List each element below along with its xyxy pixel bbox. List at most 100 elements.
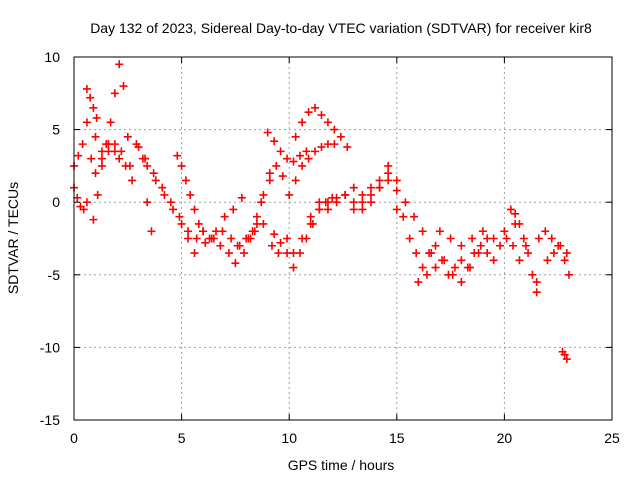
data-point [489,256,498,265]
data-point [315,198,324,207]
series-arc-c [82,84,101,122]
data-point [272,161,281,170]
data-point [73,193,82,202]
data-point [418,227,427,236]
data-point [74,151,83,160]
data-point [457,241,466,250]
data-point [541,227,550,236]
data-point [184,227,193,236]
data-point [332,193,341,202]
data-point [392,205,401,214]
data-points [70,60,573,364]
data-point [82,118,91,127]
data-point [237,193,246,202]
data-point [92,113,101,122]
data-point [259,219,268,228]
data-point [199,227,208,236]
data-point [306,212,315,221]
data-point [194,219,203,228]
data-point [123,132,132,141]
series-arc-r [306,161,393,228]
data-point [399,212,408,221]
data-point [298,118,307,127]
data-point [323,205,332,214]
data-point [143,161,152,170]
data-point [375,183,384,192]
data-point [89,215,98,224]
data-point [483,249,492,258]
data-point [422,270,431,279]
series-arc-l [246,161,287,243]
series-arc-p [270,193,337,272]
data-point [509,241,518,250]
data-point [240,249,249,258]
data-point [384,161,393,170]
data-point [330,140,339,149]
data-point [311,103,320,112]
chart-title: Day 132 of 2023, Sidereal Day-to-day VTE… [90,20,592,36]
data-point [151,176,160,185]
data-point [289,249,298,258]
data-point [265,169,274,178]
data-point [562,249,571,258]
data-point [257,198,266,207]
data-point [511,209,520,218]
data-point [117,147,126,156]
data-point [86,93,95,102]
series-arc-k [231,169,292,268]
x-tick-label: 15 [389,430,405,446]
data-point [366,190,375,199]
data-point [549,249,558,258]
data-point [323,118,332,127]
data-point [306,219,315,228]
series-arc-i [173,151,246,243]
data-point [457,278,466,287]
y-tick-label: 10 [44,49,60,65]
data-point [474,249,483,258]
data-point [181,176,190,185]
data-point [79,205,88,214]
data-point [276,147,285,156]
data-point [201,238,210,247]
data-point [304,154,313,163]
y-tick-label: 0 [52,194,60,210]
data-point [468,234,477,243]
data-point [311,147,320,156]
data-point [515,256,524,265]
data-point [278,172,287,181]
data-point [89,103,98,112]
y-tick-label: -10 [40,339,60,355]
data-point [93,190,102,199]
data-point [524,249,533,258]
y-tick-label: -15 [40,412,60,428]
data-point [330,125,339,134]
data-point [184,234,193,243]
data-point [177,219,186,228]
data-point [564,270,573,279]
data-point [302,147,311,156]
data-point [489,234,498,243]
data-point [412,249,421,258]
data-point [267,241,276,250]
data-point [343,143,352,152]
data-point [289,263,298,272]
data-point [276,238,285,247]
grid [74,57,612,420]
data-point [405,234,414,243]
data-point [212,227,221,236]
data-point [543,256,552,265]
x-tick-label: 10 [281,430,297,446]
data-point [431,263,440,272]
y-axis-label: SDTVAR / TECUs [5,182,21,294]
data-point [115,154,124,163]
data-point [132,140,141,149]
data-point [349,183,358,192]
data-point [506,205,515,214]
data-point [166,198,175,207]
data-point [138,154,147,163]
data-point [158,183,167,192]
data-point [317,111,326,120]
data-point [78,140,87,149]
data-point [500,227,509,236]
data-point [556,241,565,250]
